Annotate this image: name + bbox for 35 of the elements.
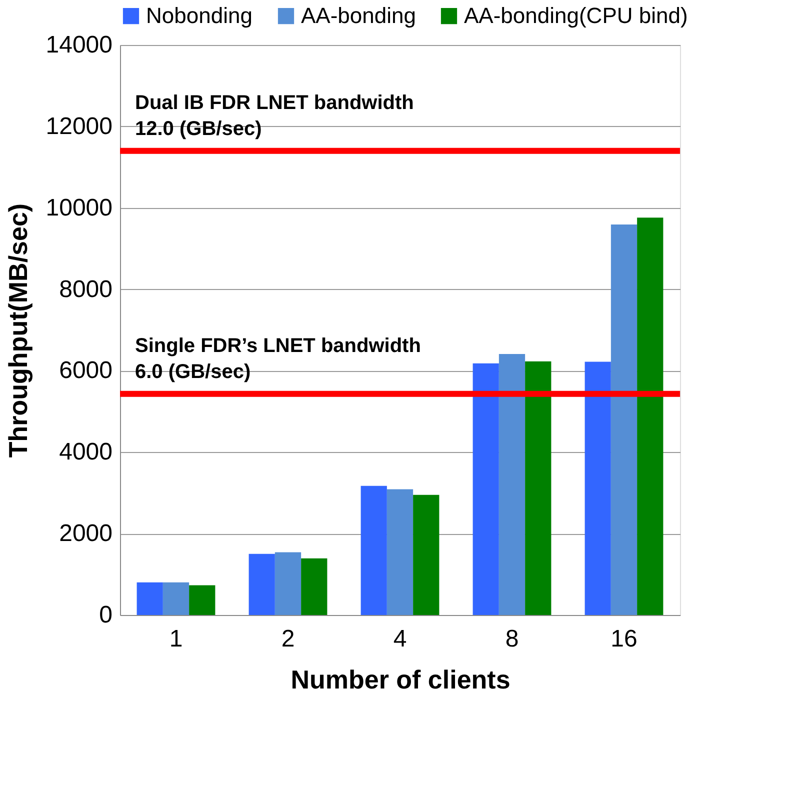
x-tick-label: 16 — [610, 626, 638, 652]
x-tick-label: 1 — [169, 626, 183, 652]
bar — [472, 363, 499, 615]
ref-line-label: Dual IB FDR LNET bandwidth 12.0 (GB/sec) — [135, 92, 414, 140]
legend-label: AA-bonding — [301, 3, 416, 28]
bar — [301, 558, 328, 615]
bar — [525, 361, 552, 615]
y-tick-label: 14000 — [46, 32, 112, 58]
legend-label: Nobonding — [146, 3, 252, 28]
y-tick-label: 8000 — [59, 276, 112, 303]
bar — [136, 582, 163, 615]
x-axis-title: Number of clients — [290, 664, 510, 694]
bar — [413, 494, 440, 615]
bar — [498, 354, 526, 615]
x-tick-label: 2 — [281, 626, 295, 652]
bar — [274, 552, 302, 615]
legend-label: AA-bonding(CPU bind) — [464, 3, 688, 28]
bar — [248, 554, 275, 615]
bar — [584, 362, 611, 615]
ref-line-label: Single FDR’s LNET bandwidth 6.0 (GB/sec) — [135, 334, 421, 383]
bar — [386, 489, 414, 615]
y-axis-title: Throughput(MB/sec) — [2, 203, 33, 458]
y-tick-label: 6000 — [59, 357, 112, 384]
y-tick-label: 10000 — [46, 194, 112, 222]
bar — [610, 224, 638, 615]
bar — [360, 486, 387, 615]
x-tick-label: 8 — [505, 626, 519, 652]
y-tick-label: 2000 — [59, 520, 112, 548]
x-tick-label: 4 — [393, 626, 407, 652]
y-tick-label: 4000 — [59, 438, 112, 466]
y-tick-label: 12000 — [46, 112, 112, 140]
bar — [637, 218, 664, 615]
bar — [162, 582, 190, 615]
bar — [189, 585, 216, 615]
y-tick-label: 0 — [99, 602, 112, 628]
